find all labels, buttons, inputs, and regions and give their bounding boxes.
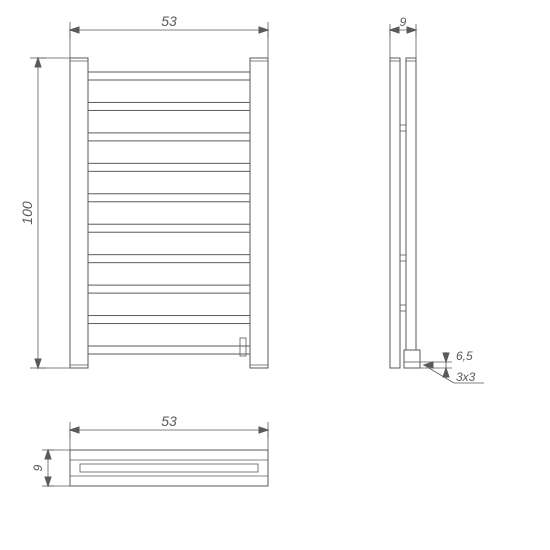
side-view [390,58,420,368]
dimension-label: 9 [400,15,407,29]
dimension-label: 53 [161,13,177,29]
top-view [70,450,268,486]
dimension-label: 3x3 [456,370,476,384]
dimension-label: 100 [19,201,35,225]
dimension-label: 9 [31,464,45,471]
dimension-label: 53 [161,413,177,429]
front-view [70,58,268,368]
dimension-label: 6,5 [456,349,473,363]
